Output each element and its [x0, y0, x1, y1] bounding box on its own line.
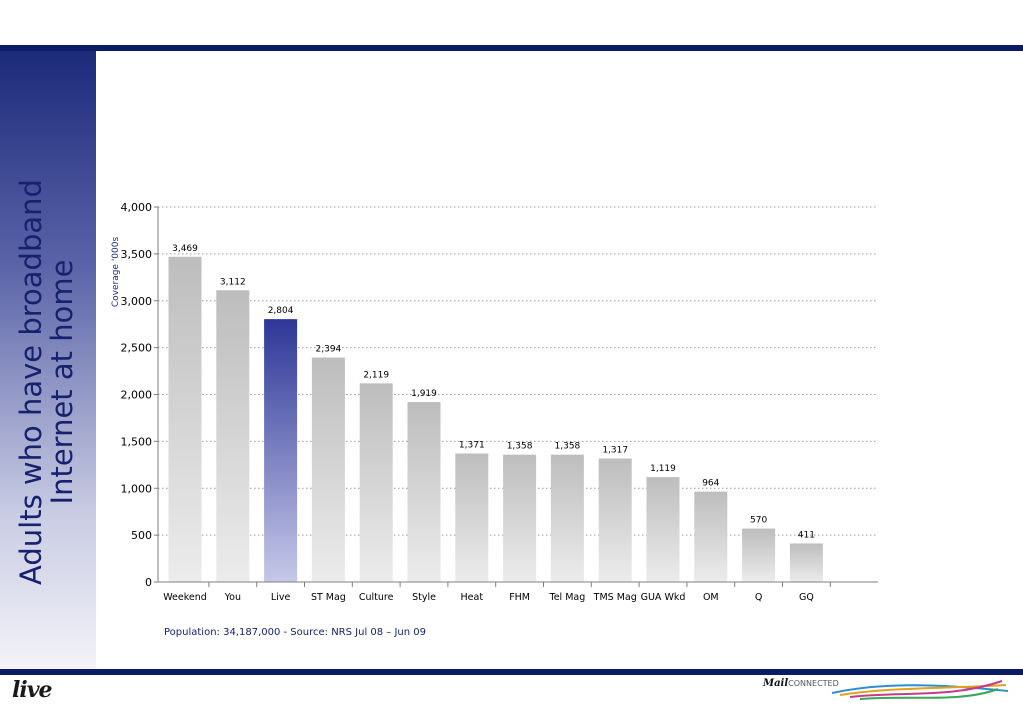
- connected-logo-text: CONNECTED: [788, 679, 839, 688]
- bar-tel-mag: [550, 454, 584, 582]
- data-label: 1,371: [459, 440, 485, 450]
- x-tick-label: GQ: [799, 592, 814, 603]
- y-tick-label: 3,000: [121, 295, 153, 308]
- bar-culture: [359, 383, 393, 582]
- data-label: 3,112: [220, 277, 246, 287]
- bar-gua-wkd: [646, 477, 680, 582]
- x-tick-label: Live: [271, 592, 291, 603]
- bar-gq: [789, 543, 823, 582]
- data-label: 1,919: [411, 389, 437, 399]
- x-tick-label: Style: [412, 592, 436, 603]
- bar-style: [407, 402, 441, 582]
- y-tick-label: 1,500: [121, 435, 153, 448]
- data-label: 1,119: [650, 464, 676, 474]
- x-tick-label: Q: [755, 592, 762, 603]
- y-tick-label: 4,000: [121, 201, 153, 214]
- top-rule: [0, 45, 1023, 51]
- x-tick-label: OM: [703, 592, 719, 603]
- data-label: 2,394: [316, 345, 342, 355]
- y-tick-label: 2,500: [121, 342, 153, 355]
- source-note: Population: 34,187,000 - Source: NRS Jul…: [164, 627, 427, 638]
- data-label: 1,317: [602, 446, 628, 456]
- live-logo: live: [12, 677, 52, 703]
- bar-om: [694, 491, 728, 582]
- bar-st-mag: [311, 357, 345, 582]
- sidebar-panel: [0, 51, 96, 669]
- y-tick-label: 1,000: [121, 482, 153, 495]
- data-label: 1,358: [555, 442, 581, 452]
- bar-tms-mag: [598, 458, 632, 582]
- bar-live: [264, 319, 298, 582]
- bar-weekend: [168, 256, 202, 582]
- bar-q: [742, 528, 776, 582]
- swoosh-graphic: [831, 680, 1009, 700]
- bar-heat: [455, 453, 489, 582]
- bar-you: [216, 290, 250, 582]
- data-label: 570: [750, 516, 767, 526]
- x-tick-label: Heat: [461, 592, 484, 603]
- bottom-rule: [0, 669, 1023, 675]
- x-tick-label: Weekend: [163, 592, 207, 603]
- data-label: 2,119: [363, 370, 389, 380]
- data-label: 1,358: [507, 442, 533, 452]
- mail-logo-text: Mail: [763, 678, 789, 689]
- data-label: 3,469: [172, 244, 198, 254]
- x-tick-label: ST Mag: [311, 592, 346, 603]
- x-tick-label: GUA Wkd: [641, 592, 686, 603]
- x-tick-label: TMS Mag: [593, 592, 637, 603]
- x-tick-label: FHM: [509, 592, 530, 603]
- x-tick-label: Culture: [359, 592, 394, 603]
- y-tick-label: 0: [145, 576, 152, 589]
- y-axis-title: Coverage '000s: [111, 237, 121, 308]
- y-tick-label: 3,500: [121, 248, 153, 261]
- mail-connected-logo: MailCONNECTED: [763, 678, 839, 689]
- x-tick-label: Tel Mag: [549, 592, 586, 603]
- data-label: 411: [798, 530, 815, 540]
- data-label: 2,804: [268, 306, 294, 316]
- y-tick-label: 2,000: [121, 389, 153, 402]
- bar-fhm: [503, 454, 537, 582]
- x-tick-label: You: [224, 592, 241, 603]
- y-tick-label: 500: [131, 529, 152, 542]
- data-label: 964: [702, 479, 719, 489]
